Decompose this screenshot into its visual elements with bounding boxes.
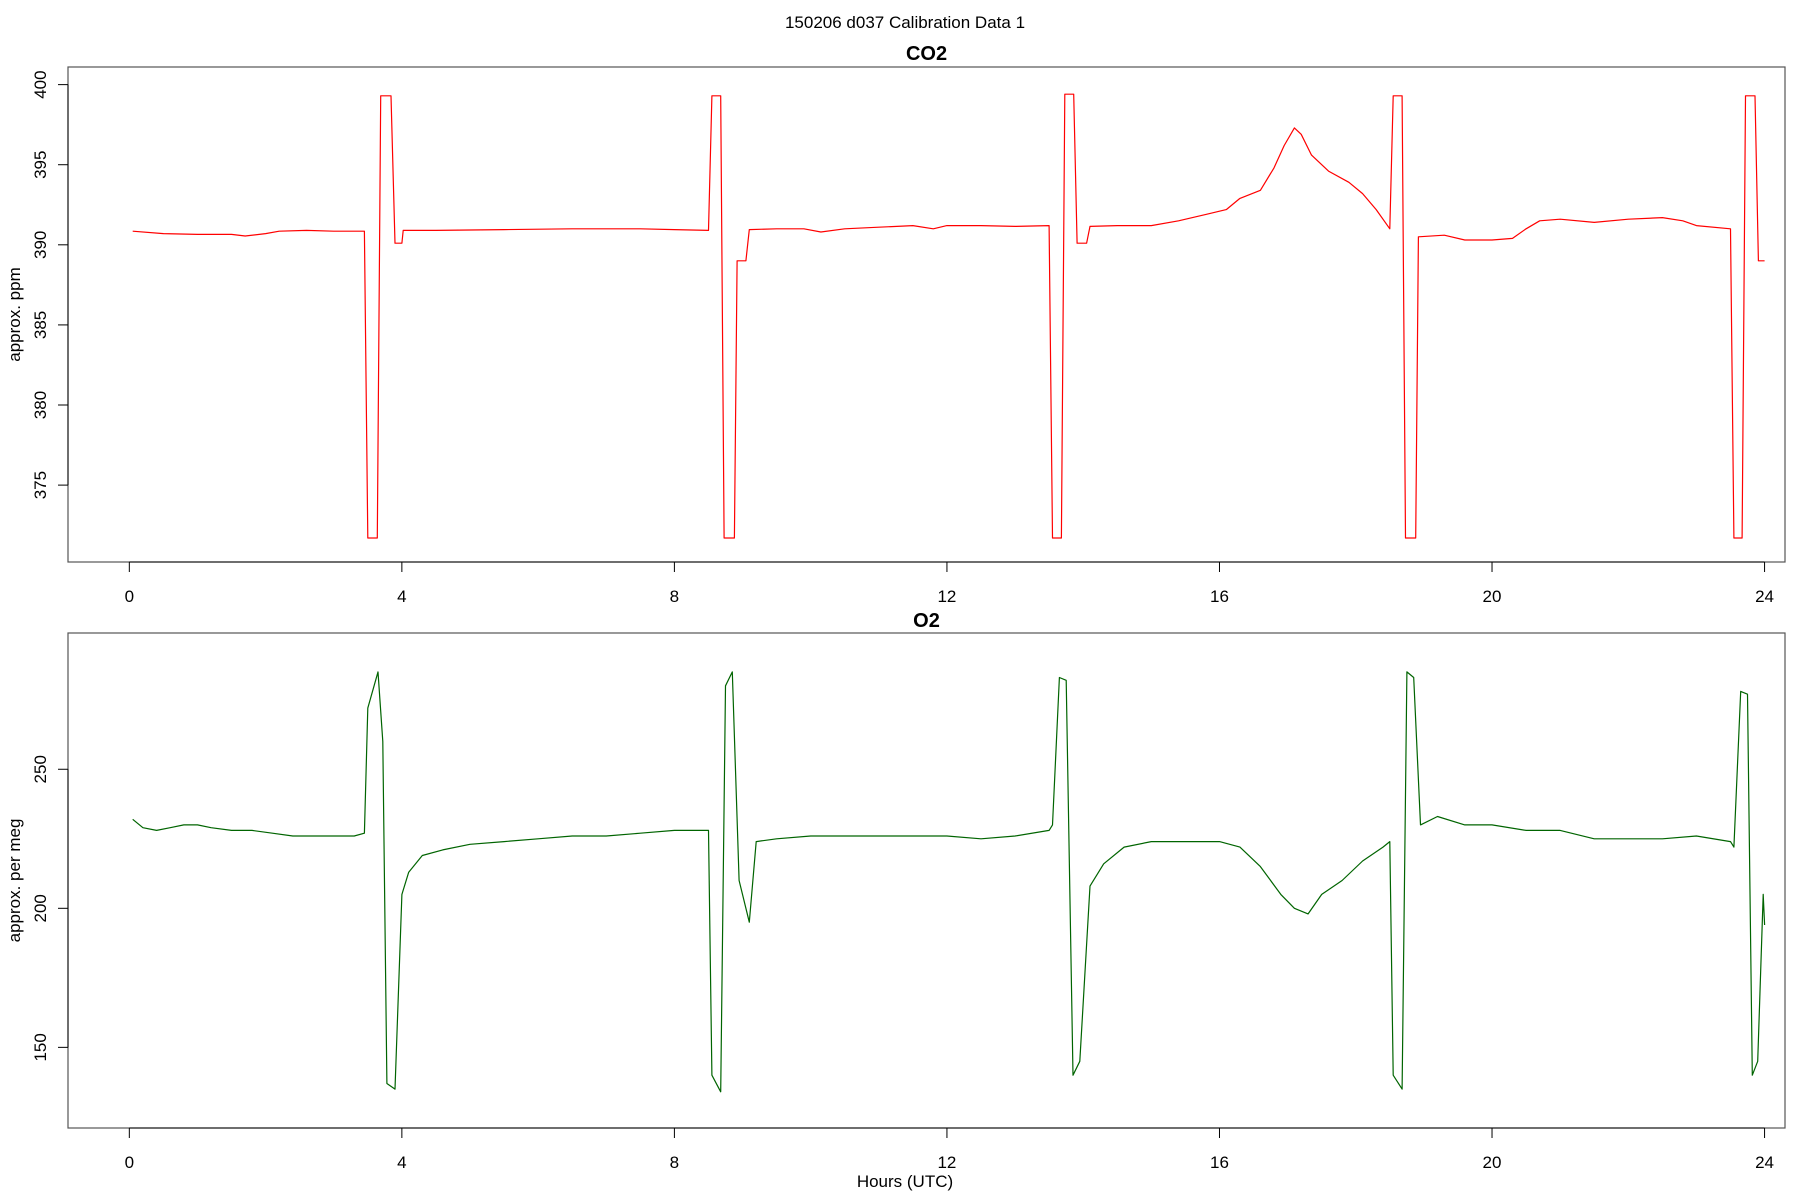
co2-panel: CO2 0 4 8 12 16 20 24 375 380 385 390 395 400 approx. … [5,43,1786,606]
co2-y-tick-label: 385 [31,311,50,339]
co2-y-tick-label: 390 [31,231,50,259]
o2-panel: O2 0 4 8 12 16 20 24 150 200 250 approx. per meg [5,610,1786,1172]
o2-series-line [132,671,1766,1093]
o2-panel-title: O2 [913,610,940,632]
co2-y-tick-label: 380 [31,391,50,419]
co2-x-tick-label: 0 [125,587,134,606]
o2-y-tick-label: 250 [31,755,50,783]
co2-x-tick-label: 4 [397,587,406,606]
co2-y-tick-label: 400 [31,70,50,98]
co2-y-tick-label: 375 [31,471,50,499]
o2-y-tick-label: 200 [31,894,50,922]
co2-x-tick-label: 16 [1210,587,1229,606]
o2-x-tick-label: 4 [397,1153,406,1172]
o2-x-tick-label: 0 [125,1153,134,1172]
o2-y-tick-label: 150 [31,1033,50,1061]
o2-x-tick-label: 20 [1483,1153,1502,1172]
o2-x-tick-label: 24 [1755,1153,1774,1172]
co2-panel-title: CO2 [906,43,947,65]
co2-x-tick-label: 8 [670,587,679,606]
co2-x-tick-label: 24 [1755,587,1774,606]
x-axis-title: Hours (UTC) [857,1172,953,1191]
o2-plot-frame [67,632,1786,1129]
figure-title: 150206 d037 Calibration Data 1 [785,13,1025,32]
co2-y-tick-label: 395 [31,151,50,179]
co2-x-tick-label: 20 [1483,587,1502,606]
co2-plot-frame [67,66,1786,563]
co2-x-tick-label: 12 [937,587,956,606]
o2-x-tick-label: 16 [1210,1153,1229,1172]
o2-y-axis-title: approx. per meg [5,819,24,943]
co2-y-axis-title: approx. ppm [5,267,24,362]
o2-x-tick-label: 12 [937,1153,956,1172]
o2-x-tick-label: 8 [670,1153,679,1172]
co2-series-line [132,93,1765,539]
